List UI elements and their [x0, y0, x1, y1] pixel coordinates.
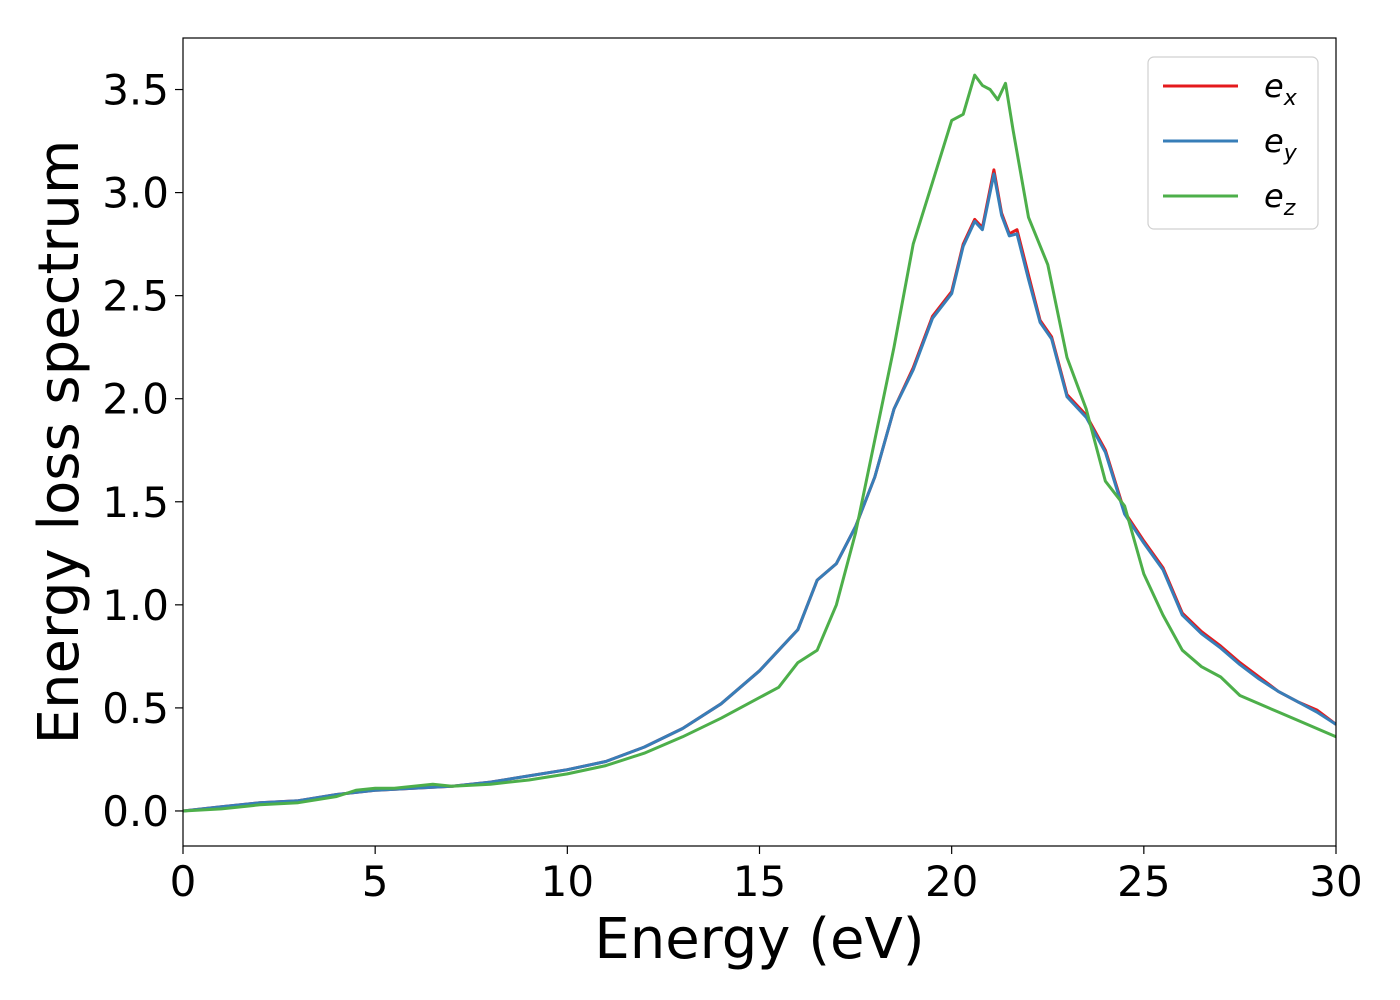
legend-box	[1147, 56, 1319, 230]
y-tick-label: 1.0	[102, 581, 169, 630]
legend-entry: ey	[1264, 122, 1298, 166]
series-line-e_z	[183, 73, 1336, 813]
y-axis-label: Energy loss spectrum	[27, 140, 92, 745]
series-line-e_x	[183, 168, 1336, 813]
y-tick-label: 2.0	[102, 375, 169, 424]
x-axis: 0 5 10 15 20 25 30	[170, 846, 1363, 906]
y-axis: 0.0 0.5 1.0 1.5 2.0 2.5 3.0 3.5	[102, 66, 183, 836]
x-tick-label: 10	[541, 857, 594, 906]
series-line-e_y	[183, 172, 1336, 813]
x-tick-label: 0	[170, 857, 197, 906]
y-tick-label: 2.5	[102, 272, 169, 321]
y-tick-label: 3.5	[102, 66, 169, 115]
x-tick-label: 20	[925, 857, 978, 906]
y-tick-label: 0.5	[102, 684, 169, 733]
y-tick-label: 3.0	[102, 169, 169, 218]
legend: ex ey ez	[1147, 56, 1319, 230]
x-axis-label: Energy (eV)	[594, 907, 924, 972]
x-tick-label: 30	[1309, 857, 1362, 906]
y-tick-label: 0.0	[102, 787, 169, 836]
plot-area	[183, 73, 1336, 813]
x-tick-label: 5	[362, 857, 389, 906]
legend-entry: ex	[1264, 67, 1298, 111]
legend-entry: ez	[1264, 177, 1296, 221]
y-tick-label: 1.5	[102, 478, 169, 527]
x-tick-label: 25	[1117, 857, 1170, 906]
x-tick-label: 15	[733, 857, 786, 906]
